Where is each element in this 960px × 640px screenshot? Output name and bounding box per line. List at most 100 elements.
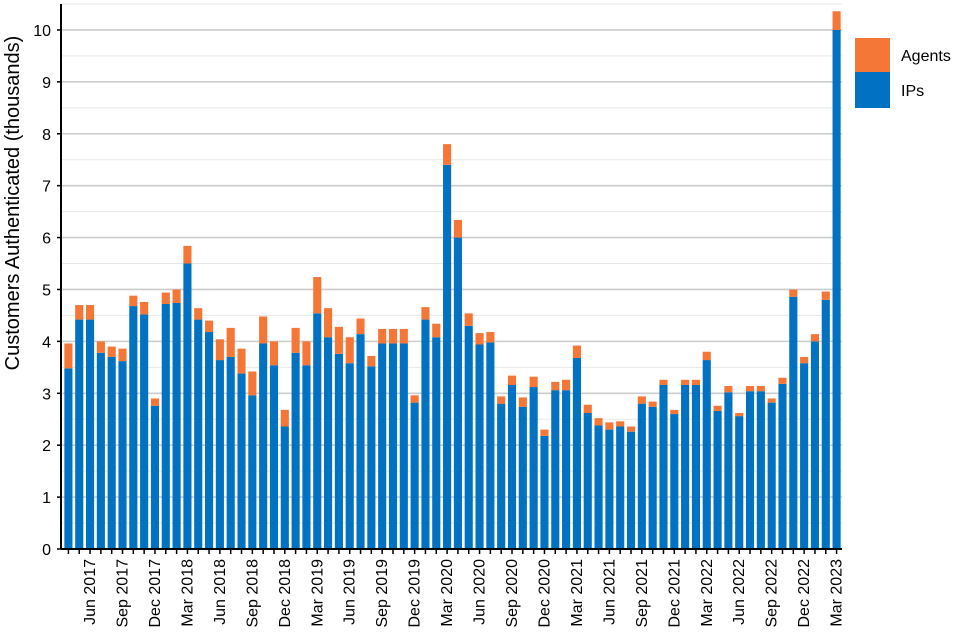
bar-agents — [107, 346, 116, 357]
bar-agents — [540, 429, 549, 436]
x-tick-label: Mar 2023 — [829, 559, 846, 627]
y-tick-label: 7 — [42, 179, 51, 196]
x-tick-label: Sep 2020 — [504, 559, 521, 628]
x-tick-label: Sep 2022 — [764, 559, 781, 628]
legend-swatch-ips — [855, 72, 890, 108]
bar-agents — [205, 320, 214, 333]
bar-ips — [745, 391, 755, 549]
bar-agents — [529, 376, 538, 388]
bar-agents — [378, 328, 387, 344]
bar-agents — [161, 292, 170, 305]
bar-ips — [345, 363, 354, 549]
y-tick-label: 9 — [42, 75, 51, 92]
bar-agents — [96, 341, 105, 353]
x-tick-label: Sep 2021 — [634, 559, 651, 628]
bar-agents — [129, 295, 138, 307]
bar-agents — [302, 341, 311, 366]
bar-ips — [562, 390, 571, 549]
bar-ips — [691, 384, 700, 549]
bar-ips — [172, 302, 181, 549]
bar-ips — [702, 360, 711, 549]
y-tick-label: 8 — [42, 127, 51, 144]
bar-ips — [75, 319, 84, 549]
bar-agents — [810, 334, 820, 342]
bar-ips — [572, 357, 581, 549]
bar-ips — [237, 373, 246, 549]
x-tick-label: Sep 2017 — [115, 559, 132, 628]
x-tick-label: Mar 2021 — [569, 559, 586, 627]
bar-ips — [161, 304, 170, 549]
bar-ips — [659, 384, 668, 549]
bar-agents — [183, 245, 192, 264]
bar-agents — [453, 219, 462, 238]
bar-agents — [702, 351, 711, 361]
bar-agents — [367, 355, 376, 367]
bar-ips — [789, 296, 798, 549]
x-tick-label: Jun 2022 — [731, 559, 748, 625]
x-axis-ticks: Jun 2017 Sep 2017 Dec 2017 Mar 2018 Jun 2018… — [67, 549, 846, 628]
y-axis-label: Customers Authenticated (thousands) — [2, 36, 24, 371]
bar-ips — [378, 343, 387, 549]
legend-label-agents: Agents — [901, 48, 951, 65]
bar-ips — [248, 395, 257, 549]
bar-agents — [140, 301, 149, 315]
x-tick-label: Dec 2021 — [666, 559, 683, 628]
bar-agents — [562, 379, 571, 391]
bar-ips — [302, 365, 311, 549]
bar-ips — [215, 360, 224, 549]
bar-ips — [367, 366, 376, 549]
bar-ips — [291, 352, 300, 549]
bar-ips — [280, 426, 289, 549]
bar-agents — [75, 305, 84, 320]
bar-ips — [724, 392, 733, 549]
y-tick-label: 1 — [42, 490, 51, 507]
y-tick-label: 4 — [42, 334, 51, 351]
bar-ips — [129, 306, 138, 549]
bar-ips — [670, 414, 679, 549]
bar-ips — [269, 365, 279, 549]
bar-agents — [778, 377, 787, 384]
bar-agents — [800, 356, 809, 364]
bar-agents — [237, 348, 246, 374]
bar-agents — [497, 396, 506, 404]
bar-ips — [832, 29, 841, 549]
y-tick-label: 0 — [42, 542, 51, 559]
bar-ips — [96, 352, 105, 549]
bar-agents — [291, 327, 300, 353]
bar-agents — [821, 291, 830, 300]
bar-ips — [637, 403, 646, 549]
bar-ips — [583, 413, 592, 549]
bar-ips — [313, 313, 322, 549]
bar-ips — [475, 344, 484, 549]
bar-agents — [399, 328, 408, 344]
x-tick-label: Dec 2018 — [277, 559, 294, 628]
bar-ips — [388, 343, 398, 549]
bar-ips — [626, 431, 636, 549]
bar-agents — [118, 348, 127, 362]
bar-agents — [356, 318, 365, 335]
bar-agents — [388, 328, 398, 344]
x-tick-label: Jun 2018 — [212, 559, 229, 625]
bar-agents — [507, 375, 517, 385]
bar-agents — [670, 409, 679, 415]
bar-ips — [616, 426, 625, 549]
bar-ips — [735, 416, 744, 549]
bar-agents — [150, 398, 160, 406]
x-tick-label: Sep 2019 — [374, 559, 391, 628]
x-tick-label: Mar 2022 — [699, 559, 716, 627]
bar-agents — [345, 337, 354, 364]
bar-agents — [486, 332, 495, 343]
bar-agents — [64, 343, 73, 369]
bar-ips — [334, 353, 343, 549]
bar-agents — [648, 401, 657, 407]
bar-agents — [832, 11, 841, 30]
bar-agents — [280, 409, 289, 427]
bar-ips — [605, 429, 614, 549]
bar-ips — [183, 263, 192, 549]
bar-agents — [605, 422, 614, 430]
x-tick-label: Dec 2020 — [536, 559, 553, 628]
bar-ips — [118, 361, 127, 549]
bar-ips — [518, 406, 527, 549]
bar-agents — [215, 339, 224, 361]
